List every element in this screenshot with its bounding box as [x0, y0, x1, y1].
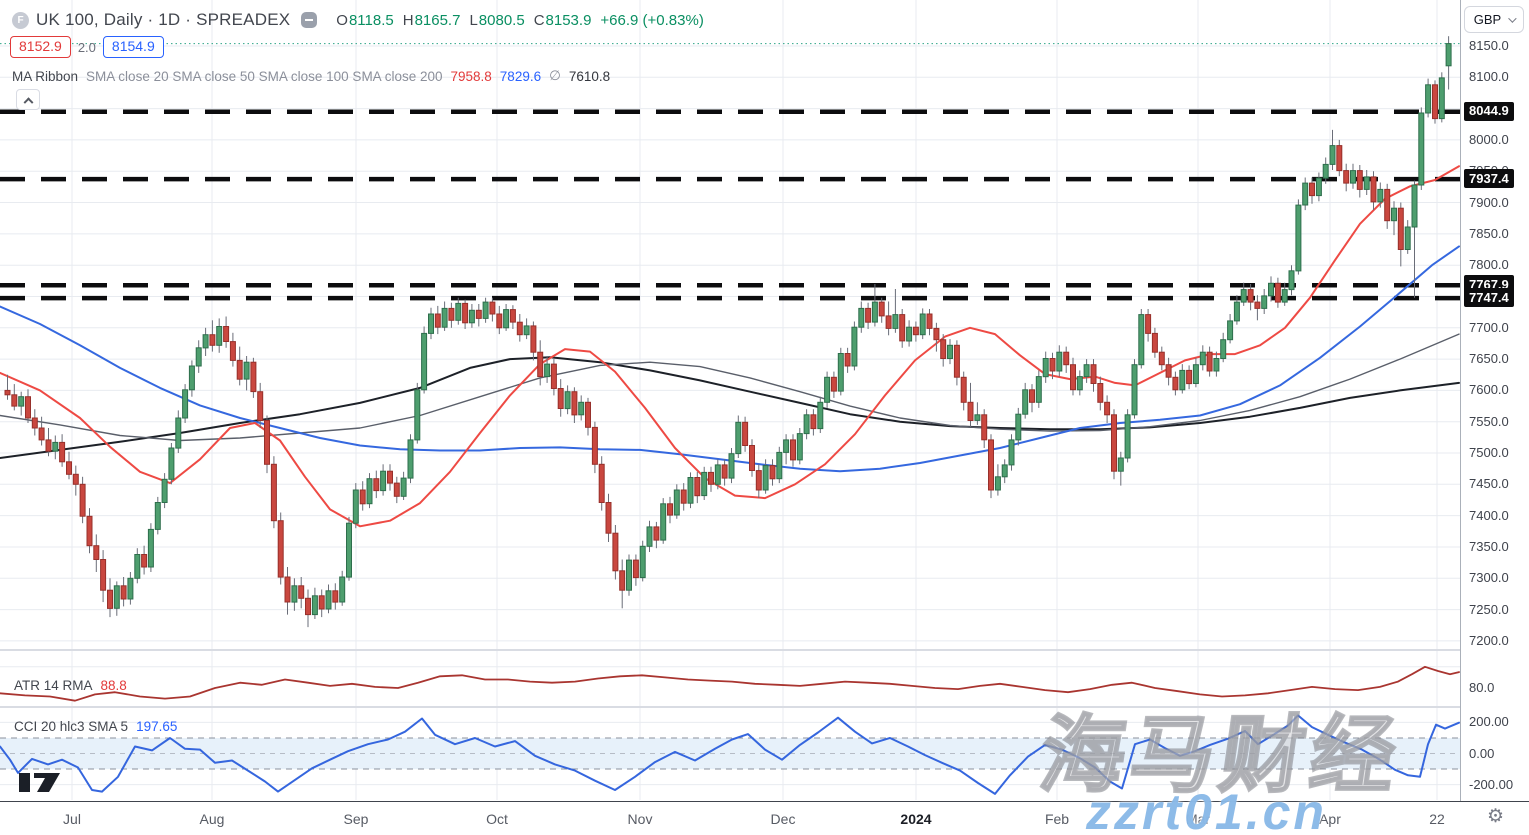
ma-ribbon-name[interactable]: MA Ribbon — [12, 68, 79, 84]
price-tick: 7500.0 — [1469, 445, 1509, 461]
cci-tick: 200.00 — [1469, 714, 1509, 730]
open-label: O — [336, 11, 348, 29]
time-tick: Aug — [199, 811, 225, 827]
high-value: 8165.7 — [414, 11, 461, 29]
ma-ribbon-params: SMA close 20 SMA close 50 SMA close 100 … — [86, 68, 443, 84]
price-tick: 7700.0 — [1469, 319, 1509, 335]
price-tick: 8100.0 — [1469, 69, 1509, 85]
average-symbol: ∅ — [549, 68, 561, 83]
currency-selector-button[interactable]: GBP — [1464, 6, 1524, 33]
price-tick: 7850.0 — [1469, 225, 1509, 241]
time-tick: Apr — [1319, 811, 1341, 827]
price-tick: 7350.0 — [1469, 538, 1509, 554]
symbol-logo-icon: F — [12, 11, 29, 29]
level-price-label: 8044.9 — [1464, 101, 1514, 121]
time-tick: 22 — [1429, 811, 1445, 827]
cci-tick: -200.00 — [1469, 776, 1514, 792]
cci-name[interactable]: CCI 20 hlc3 SMA 5 — [14, 719, 129, 734]
close-value: 8153.9 — [545, 11, 592, 29]
time-tick: Sep — [343, 811, 369, 827]
sma50-line — [0, 245, 1460, 473]
cci-value: 197.65 — [136, 719, 178, 734]
atr-value: 88.8 — [100, 678, 127, 693]
price-tick: 7300.0 — [1469, 570, 1509, 586]
ohlc-values: O8118.5 H8165.7 L8080.5 C8153.9 +66.9 (+… — [336, 12, 704, 29]
price-tick: 7800.0 — [1469, 257, 1509, 273]
cci-line — [0, 714, 1460, 795]
price-tick: 7900.0 — [1469, 194, 1509, 210]
sma20-line — [0, 165, 1460, 528]
price-tick: 7400.0 — [1469, 507, 1509, 523]
price-tick: 7250.0 — [1469, 601, 1509, 617]
sma200-line — [0, 356, 1460, 459]
chevron-up-icon — [23, 97, 33, 108]
level-price-label: 7937.4 — [1464, 169, 1514, 189]
price-chart-canvas[interactable] — [0, 0, 1460, 801]
price-tick: 7650.0 — [1469, 351, 1509, 367]
collapse-legend-button[interactable] — [16, 89, 40, 110]
time-tick: Dec — [770, 811, 796, 827]
time-axis[interactable]: Jul Aug Sep Oct Nov Dec 2024 Feb Mar Apr 22 — [0, 801, 1529, 835]
hide-indicator-icon[interactable] — [301, 12, 318, 28]
time-tick: Oct — [486, 811, 508, 827]
ma-ribbon-value-1: 7958.8 — [450, 68, 492, 84]
atr-tick: 80.0 — [1469, 680, 1495, 695]
candlestick-series — [4, 36, 1452, 628]
price-tick: 8000.0 — [1469, 131, 1509, 147]
spread-value: 2.0 — [77, 39, 96, 55]
symbol-legend[interactable]: F UK 100, Daily · 1D · SPREADEX O8118.5 … — [12, 9, 704, 31]
bid-price-button[interactable]: 8152.9 — [10, 36, 71, 58]
time-tick: 2024 — [900, 811, 932, 827]
cci-legend[interactable]: CCI 20 hlc3 SMA 5 197.65 — [14, 719, 177, 734]
time-tick: Mar — [1185, 811, 1211, 827]
low-value: 8080.5 — [478, 11, 525, 29]
price-tick: 7200.0 — [1469, 632, 1509, 648]
change-value: +66.9 (+0.83%) — [600, 11, 704, 29]
symbol-title[interactable]: UK 100, Daily · 1D · SPREADEX — [36, 10, 291, 29]
open-value: 8118.5 — [348, 11, 394, 29]
level-price-label: 7747.4 — [1464, 288, 1514, 308]
close-label: C — [533, 11, 545, 29]
price-tick: 7550.0 — [1469, 413, 1509, 429]
ask-price-button[interactable]: 8154.9 — [102, 36, 164, 58]
currency-label: GBP — [1473, 12, 1502, 27]
time-tick: Jul — [63, 811, 81, 827]
atr-name[interactable]: ATR 14 RMA — [14, 678, 93, 693]
time-tick: Nov — [627, 811, 653, 827]
atr-legend[interactable]: ATR 14 RMA 88.8 — [14, 678, 127, 693]
tradingview-logo[interactable] — [18, 772, 68, 794]
price-tick: 7450.0 — [1469, 476, 1509, 492]
axis-settings-gear-icon[interactable]: ⚙ — [1487, 806, 1505, 827]
cci-tick: 0.00 — [1469, 745, 1495, 761]
price-axis[interactable]: 8150.08100.08000.07950.07900.07850.07800… — [1460, 0, 1529, 801]
atr-line — [0, 665, 1460, 702]
price-tick: 8150.0 — [1469, 38, 1509, 53]
ma-ribbon-average: 7610.8 — [568, 68, 611, 84]
time-tick: Feb — [1044, 811, 1070, 827]
low-label: L — [469, 11, 478, 29]
high-label: H — [402, 11, 414, 29]
chevron-down-icon — [1508, 13, 1517, 23]
price-tick: 7600.0 — [1469, 382, 1509, 398]
ma-ribbon-value-2: 7829.6 — [499, 68, 542, 84]
ma-ribbon-legend[interactable]: MA Ribbon SMA close 20 SMA close 50 SMA … — [12, 67, 610, 85]
bid-ask-row: 8152.9 2.0 8154.9 — [10, 36, 164, 58]
